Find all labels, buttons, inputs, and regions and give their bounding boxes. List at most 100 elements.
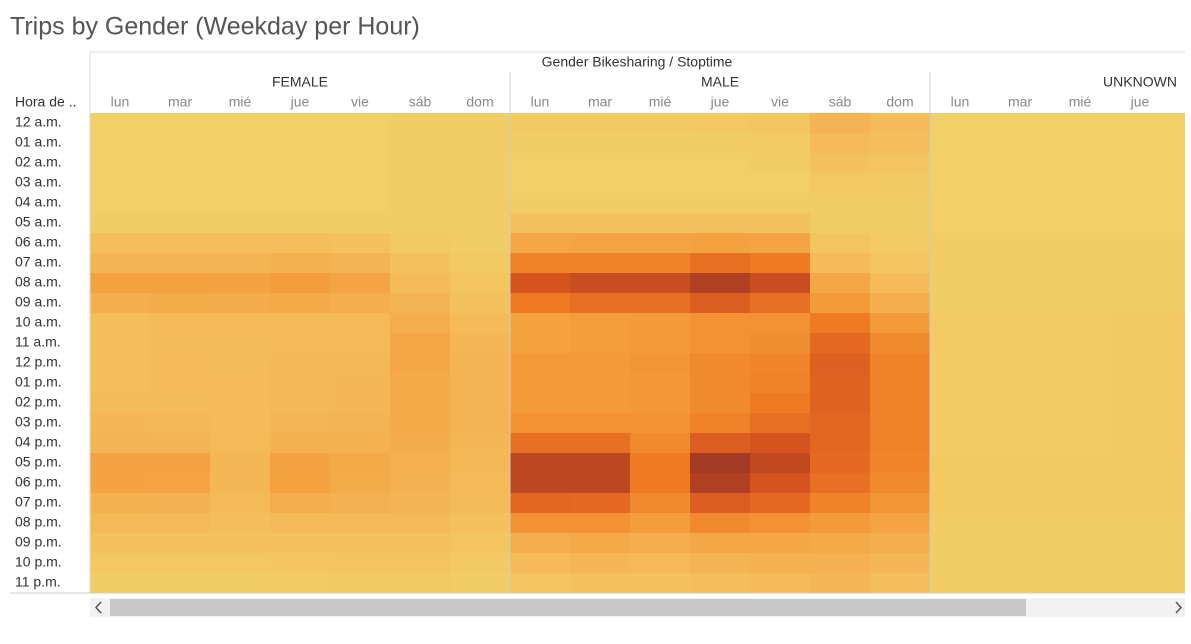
- cell: [810, 393, 871, 414]
- cell: [990, 113, 1051, 134]
- cell: [750, 513, 811, 534]
- cell: [150, 453, 211, 474]
- cell: [330, 353, 391, 374]
- row-label: 12 a.m.: [15, 114, 62, 130]
- scrollbar[interactable]: [90, 598, 1185, 617]
- row-label: 01 p.m.: [15, 374, 62, 390]
- cell: [870, 413, 931, 434]
- cell: [330, 293, 391, 314]
- cell: [750, 213, 811, 234]
- row-label: 10 p.m.: [15, 554, 62, 570]
- cell: [630, 493, 691, 514]
- cell: [750, 313, 811, 334]
- scroll-thumb[interactable]: [110, 599, 1026, 616]
- cell: [690, 173, 751, 194]
- row-label: 06 p.m.: [15, 474, 62, 490]
- cell: [210, 153, 271, 174]
- scroll-left[interactable]: [94, 601, 102, 614]
- cell: [570, 493, 631, 514]
- cell: [270, 253, 331, 274]
- cell: [90, 353, 151, 374]
- cell: [930, 373, 991, 394]
- cell: [930, 313, 991, 334]
- cell: [150, 333, 211, 354]
- cell: [330, 133, 391, 154]
- cell: [510, 173, 571, 194]
- cell: [270, 153, 331, 174]
- column-label: jue: [1130, 94, 1150, 110]
- cell: [1050, 453, 1111, 474]
- cell: [90, 453, 151, 474]
- cell: [1050, 293, 1111, 314]
- cell: [690, 573, 751, 594]
- cell: [750, 253, 811, 274]
- cell: [630, 513, 691, 534]
- cell: [930, 173, 991, 194]
- cell: [570, 253, 631, 274]
- cell: [990, 373, 1051, 394]
- cell: [990, 193, 1051, 214]
- cell: [930, 473, 991, 494]
- cell: [810, 153, 871, 174]
- cell: [90, 313, 151, 334]
- cell: [390, 433, 451, 454]
- cell: [450, 573, 511, 594]
- cell: [150, 493, 211, 514]
- cell: [210, 493, 271, 514]
- cell: [210, 273, 271, 294]
- cell: [150, 193, 211, 214]
- cell: [330, 173, 391, 194]
- cell: [330, 193, 391, 214]
- cell: [930, 253, 991, 274]
- cell: [690, 293, 751, 314]
- column-header: Gender Bikesharing / Stoptime: [542, 54, 733, 70]
- cell: [1110, 473, 1171, 494]
- cell: [750, 233, 811, 254]
- cell: [1050, 553, 1111, 574]
- scroll-right[interactable]: [1175, 601, 1183, 614]
- cell: [570, 513, 631, 534]
- cell: [210, 433, 271, 454]
- cell: [750, 133, 811, 154]
- cell: [450, 213, 511, 234]
- cell: [90, 173, 151, 194]
- cell: [150, 393, 211, 414]
- cell: [930, 513, 991, 534]
- row-label: 12 p.m.: [15, 354, 62, 370]
- cell: [270, 433, 331, 454]
- cell: [90, 293, 151, 314]
- cell: [150, 413, 211, 434]
- cell: [810, 233, 871, 254]
- cell: [450, 273, 511, 294]
- cell: [390, 553, 451, 574]
- cell: [750, 553, 811, 574]
- cell: [810, 253, 871, 274]
- cell: [210, 513, 271, 534]
- cell: [90, 333, 151, 354]
- cell: [210, 353, 271, 374]
- cell: [1110, 493, 1171, 514]
- cell: [90, 273, 151, 294]
- cell: [330, 153, 391, 174]
- cell: [150, 373, 211, 394]
- cell: [150, 113, 211, 134]
- cell: [810, 113, 871, 134]
- cell: [390, 353, 451, 374]
- cell: [390, 273, 451, 294]
- cell: [150, 153, 211, 174]
- cell: [90, 393, 151, 414]
- cell: [390, 493, 451, 514]
- cell: [510, 453, 571, 474]
- column-label: jue: [710, 94, 730, 110]
- cell: [450, 353, 511, 374]
- cell: [1050, 333, 1111, 354]
- cell: [510, 433, 571, 454]
- cell: [450, 373, 511, 394]
- cell: [390, 573, 451, 594]
- row-label: 07 a.m.: [15, 254, 62, 270]
- cell: [690, 333, 751, 354]
- cell: [930, 533, 991, 554]
- cell: [630, 433, 691, 454]
- cell: [150, 273, 211, 294]
- cell: [390, 513, 451, 534]
